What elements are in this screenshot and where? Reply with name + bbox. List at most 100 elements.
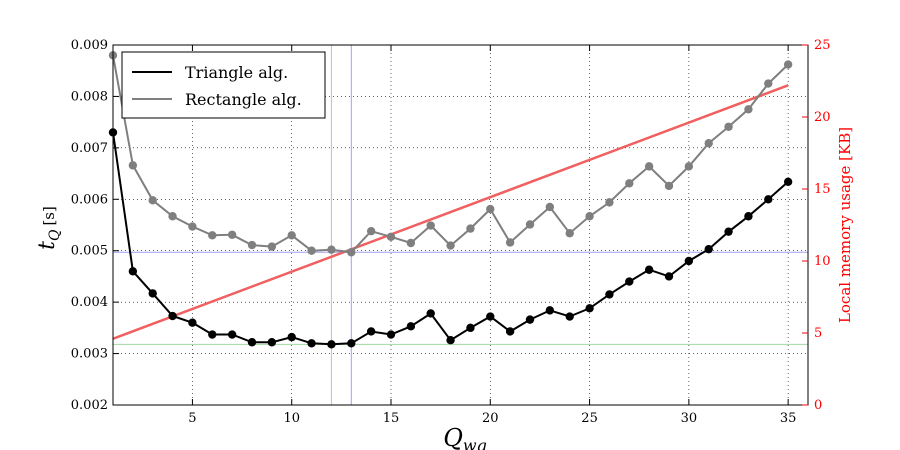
y2-tick-label: 10 <box>814 254 831 269</box>
data-point <box>386 330 396 339</box>
data-point <box>585 304 594 313</box>
data-point <box>764 79 773 88</box>
x-tick-label: 20 <box>482 411 499 426</box>
data-point <box>188 318 197 327</box>
x-tick-label: 5 <box>188 411 196 426</box>
data-point <box>724 227 733 236</box>
data-point <box>525 315 535 324</box>
y2-tick-label: 15 <box>814 182 831 197</box>
y2-axis-label: Local memory usage [KB] <box>836 127 854 323</box>
data-point <box>426 309 435 318</box>
data-point <box>783 60 793 69</box>
data-point <box>605 198 614 207</box>
data-point <box>247 338 257 347</box>
data-point <box>168 212 177 221</box>
y2-tick-label: 0 <box>814 398 822 413</box>
x-tick-label: 25 <box>581 411 598 426</box>
legend: Triangle alg. Rectangle alg. <box>121 51 326 119</box>
y-tick-label: 0.004 <box>71 295 108 310</box>
y2-tick-label: 25 <box>814 38 831 53</box>
series-layer <box>108 51 793 349</box>
data-point <box>267 242 277 251</box>
data-point <box>247 240 257 250</box>
x-tick-label: 15 <box>383 411 400 426</box>
plot-frame <box>112 44 809 406</box>
data-point <box>446 336 455 345</box>
y-tick-label: 0.007 <box>71 141 108 156</box>
legend-label: Rectangle alg. <box>185 90 302 109</box>
data-point <box>426 221 435 230</box>
data-point <box>664 181 674 191</box>
y2-tick-label: 5 <box>814 326 822 341</box>
data-point <box>227 330 237 339</box>
data-point <box>565 229 574 238</box>
data-point <box>287 231 296 240</box>
data-point <box>664 272 674 281</box>
data-point <box>605 290 614 299</box>
data-point <box>783 177 793 186</box>
x-axis-label-sub: wg <box>463 436 487 450</box>
y-axis-ticks: 0.002 0.003 0.004 0.005 0.006 0.007 0.008 0.009 <box>71 38 119 413</box>
data-point <box>406 322 416 331</box>
data-point <box>644 265 654 274</box>
data-point <box>486 312 495 321</box>
x-tick-label: 10 <box>283 411 300 426</box>
data-point <box>545 202 555 212</box>
data-point <box>545 306 555 315</box>
data-point <box>366 327 376 336</box>
y-tick-label: 0.009 <box>71 38 108 53</box>
memory-usage-line <box>112 84 789 340</box>
x-tick-label: 35 <box>780 411 797 426</box>
data-point <box>565 312 574 321</box>
data-point <box>684 162 694 171</box>
data-point <box>327 245 336 254</box>
data-point <box>208 330 217 339</box>
x-tick-label: 30 <box>681 411 698 426</box>
y-tick-label: 0.003 <box>71 347 108 362</box>
data-point <box>446 241 455 250</box>
data-point <box>327 340 336 349</box>
data-point <box>406 238 416 248</box>
data-point <box>287 332 296 342</box>
y2-axis-ticks: 0 5 10 15 20 25 <box>802 38 831 413</box>
data-point <box>525 220 535 229</box>
data-point <box>505 238 515 247</box>
y2-tick-label: 20 <box>814 110 831 125</box>
data-point <box>366 226 376 236</box>
data-point <box>188 222 197 231</box>
y-axis-label-base: t <box>35 241 60 250</box>
y-tick-label: 0.008 <box>71 89 108 104</box>
data-point <box>347 248 356 257</box>
y-tick-label: 0.002 <box>71 398 108 413</box>
data-point <box>307 246 316 255</box>
data-point <box>744 105 753 114</box>
data-point <box>148 196 157 205</box>
data-point <box>704 244 713 254</box>
data-point <box>267 338 277 347</box>
data-point <box>625 179 634 188</box>
x-axis-label-base: Q <box>443 424 463 450</box>
data-point <box>168 311 177 321</box>
data-point <box>625 277 634 286</box>
data-point <box>764 195 773 204</box>
y-axis-label-unit: [s] <box>40 206 58 225</box>
data-point <box>347 339 356 348</box>
x-axis-label: Qwg <box>443 424 487 450</box>
x-axis-ticks: 5 10 15 20 25 30 35 <box>188 45 796 426</box>
data-point <box>386 232 396 242</box>
data-point <box>128 161 138 170</box>
data-point <box>466 323 475 333</box>
data-point <box>486 204 495 214</box>
y-tick-label: 0.005 <box>71 244 108 259</box>
data-point <box>208 231 217 240</box>
y-axis-label: tQ [s] <box>35 206 63 250</box>
data-point <box>744 212 753 221</box>
legend-label: Triangle alg. <box>185 63 288 82</box>
legend-box <box>121 51 326 119</box>
data-point <box>307 339 316 348</box>
data-point <box>684 256 694 266</box>
data-point <box>585 212 594 221</box>
data-point <box>505 327 515 336</box>
y-tick-label: 0.006 <box>71 192 108 207</box>
